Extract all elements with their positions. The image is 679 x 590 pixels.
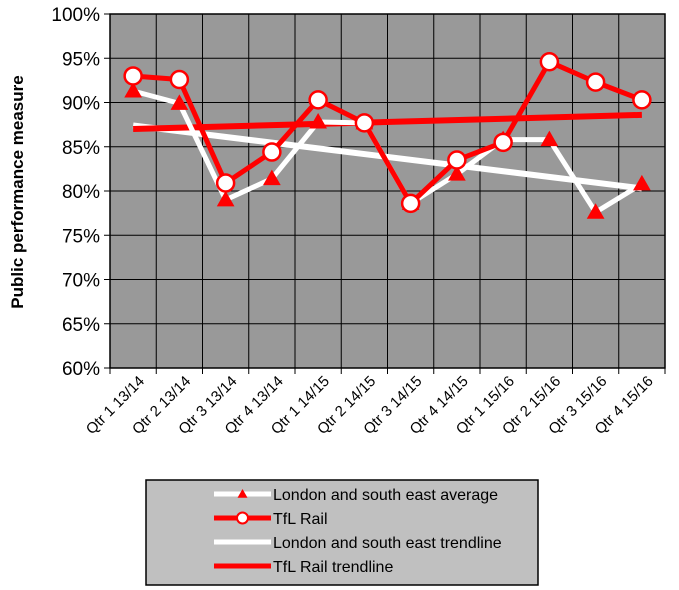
y-tick-label: 95% [62, 49, 100, 70]
data-point-tfl-rail [400, 193, 421, 214]
trendline-london-and-south-east-trendline [132, 122, 643, 192]
data-point-london-and-south-east-average [263, 169, 281, 186]
legend-box [145, 479, 539, 586]
legend-marker-tfl-rail [236, 511, 249, 525]
y-tick-label: 60% [62, 359, 100, 380]
data-point-tfl-rail [169, 69, 190, 90]
data-point-london-and-south-east-average [124, 81, 142, 98]
data-point-tfl-rail [215, 173, 236, 193]
data-point-london-and-south-east-average [586, 203, 605, 219]
legend-label-tfl-rail-trendline: TfL Rail trendline [273, 559, 393, 576]
trendline-tfl-rail-trendline [133, 111, 642, 133]
data-point-london-and-south-east-average [216, 190, 235, 207]
y-tick-label: 75% [62, 226, 100, 247]
data-point-london-and-south-east-average [309, 112, 327, 129]
legend-label-tfl-rail: TfL Rail [273, 511, 328, 528]
data-point-tfl-rail [354, 113, 375, 133]
data-point-tfl-rail [123, 66, 143, 86]
data-point-london-and-south-east-average [170, 94, 189, 110]
y-tick-label: 70% [62, 271, 100, 292]
data-point-london-and-south-east-average [448, 165, 466, 181]
legend-label-london-and-south-east-average: London and south east average [273, 487, 498, 504]
legend-marker-london-and-south-east-average [237, 489, 248, 498]
data-point-tfl-rail [447, 150, 467, 170]
data-point-tfl-rail [632, 90, 652, 110]
plot-area: 60%65%70%75%80%85%90%95%100%Qtr 1 13/14Q… [51, 5, 666, 438]
y-tick-label: 100% [51, 5, 100, 26]
y-axis-label: Public performance measure [8, 75, 27, 308]
y-tick-label: 80% [62, 182, 100, 203]
data-point-tfl-rail [308, 90, 328, 110]
y-tick-label: 65% [62, 315, 100, 336]
y-tick-label: 90% [62, 94, 100, 115]
data-point-tfl-rail [262, 142, 282, 162]
y-tick-label: 85% [62, 138, 100, 159]
legend-label-london-and-south-east-trendline: London and south east trendline [273, 535, 502, 552]
legend: London and south east average TfL Rail Lon… [145, 479, 539, 586]
data-point-london-and-south-east-average [540, 130, 559, 147]
data-point-tfl-rail [493, 132, 513, 153]
data-point-tfl-rail [539, 52, 560, 72]
data-point-london-and-south-east-average [633, 174, 651, 191]
data-point-tfl-rail [585, 72, 606, 92]
